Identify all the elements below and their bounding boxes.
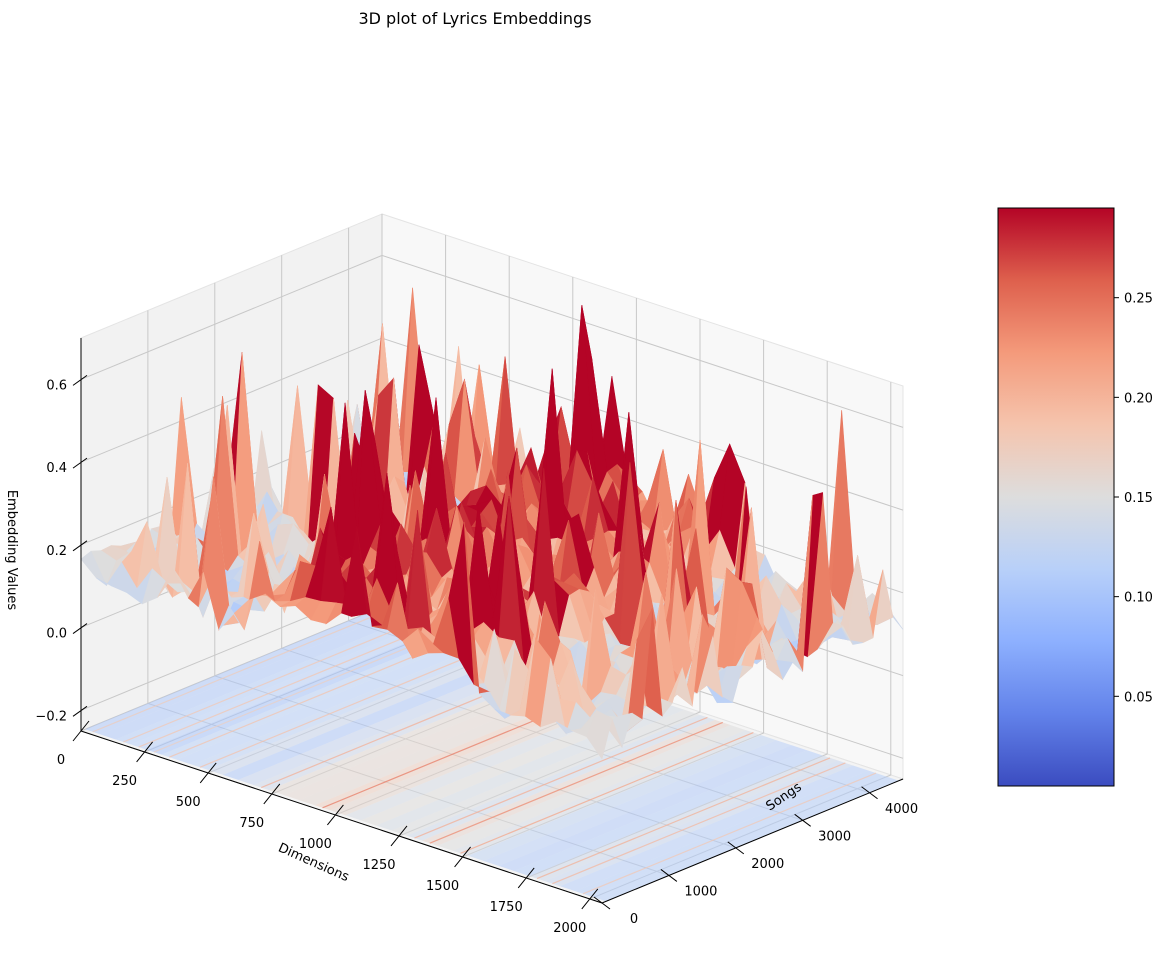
floor-contour-band	[514, 750, 823, 877]
x-tick	[72, 720, 90, 742]
y-tick	[593, 896, 611, 910]
axes-lines	[80, 338, 904, 904]
x-tick	[327, 804, 344, 826]
floor-contour-line	[123, 620, 417, 743]
x-tick-label: 2000	[553, 921, 586, 936]
z-tick	[72, 623, 88, 634]
floor-contour-line	[92, 610, 386, 733]
floor-contour-band	[437, 725, 746, 851]
y-axis-line	[601, 778, 904, 904]
colorbar-ticks: 0.05 0.10 0.15 0.20 0.25	[1114, 292, 1153, 705]
floor-contour-line	[153, 630, 448, 753]
axes-ticks: 0 250 500 750 1000 1250 1500 1750 2000 0 1000 2000 3…	[35, 374, 918, 936]
x-tick-label: 1500	[426, 879, 459, 894]
x-tick	[517, 867, 535, 889]
floor-contour-band	[100, 613, 409, 740]
z-tick	[72, 457, 88, 469]
floor-contour-band	[238, 659, 547, 785]
z-tick-label: 0.6	[46, 378, 67, 393]
x-tick-label: 1250	[362, 858, 395, 873]
chart-title: 3D plot of Lyrics Embeddings	[358, 9, 591, 28]
colorbar-tick-label: 0.05	[1124, 690, 1153, 705]
x-tick	[454, 846, 471, 868]
x-tick	[199, 762, 217, 784]
floor-contour-band	[560, 765, 869, 892]
z-tick	[72, 374, 88, 386]
x-axis-line	[80, 730, 603, 904]
y-tick	[794, 813, 811, 827]
floor-contour-band	[177, 639, 486, 765]
x-tick-label: 1750	[490, 900, 523, 915]
x-tick	[581, 888, 599, 910]
floor-contour-line	[552, 762, 846, 885]
x-tick-label: 750	[239, 816, 264, 831]
floor-contour-band	[207, 649, 516, 775]
z-tick-label: 0.0	[46, 627, 67, 642]
y-tick-label: 1000	[684, 884, 717, 899]
x-tick	[263, 783, 281, 805]
z-axis-label: Embedding Values	[4, 490, 19, 611]
colorbar-tick-label: 0.10	[1124, 591, 1153, 606]
floor-contour-band	[590, 775, 899, 902]
y-tick-label: 4000	[885, 802, 918, 817]
z-tick-label: −0.2	[35, 709, 67, 724]
floor-contour-line	[138, 625, 432, 748]
floor-contour-line	[199, 646, 494, 768]
floor-contour-line	[536, 757, 831, 880]
floor-contour-band	[468, 735, 777, 861]
surface-plot	[80, 287, 904, 760]
y-tick-label: 3000	[818, 829, 851, 844]
surface-patch	[586, 710, 613, 760]
x-tick-label: 500	[176, 795, 201, 810]
floor-contour-band	[498, 745, 807, 871]
x-tick-label: 1000	[299, 837, 332, 852]
z-tick-label: 0.4	[46, 461, 67, 476]
colorbar-tick-label: 0.25	[1124, 292, 1153, 307]
y-tick	[660, 869, 678, 882]
x-tick-label: 0	[57, 753, 65, 768]
x-tick	[136, 741, 153, 763]
colorbar-tick-label: 0.20	[1124, 391, 1153, 406]
floor-contour-line	[460, 732, 754, 854]
floor-contour-band	[222, 654, 532, 780]
z-gridline	[80, 254, 904, 428]
z-tick	[72, 540, 88, 552]
floor-contour-line	[582, 772, 877, 895]
colorbar: 0.05 0.10 0.15 0.20 0.25	[997, 207, 1153, 787]
floor-contour-band	[483, 740, 792, 866]
x-tick	[390, 825, 408, 847]
y-tick-label: 2000	[751, 857, 784, 872]
x-tick-label: 250	[112, 774, 137, 789]
y-tick	[861, 786, 878, 800]
z-tick	[72, 705, 88, 717]
z-tick-label: 0.2	[46, 544, 67, 559]
floor-contour-line	[429, 721, 723, 844]
colorbar-gradient	[997, 207, 1115, 787]
colorbar-tick-label: 0.15	[1124, 491, 1153, 506]
y-tick	[727, 841, 745, 855]
floor-contour-line	[414, 716, 708, 839]
y-tick-label: 0	[630, 912, 638, 927]
